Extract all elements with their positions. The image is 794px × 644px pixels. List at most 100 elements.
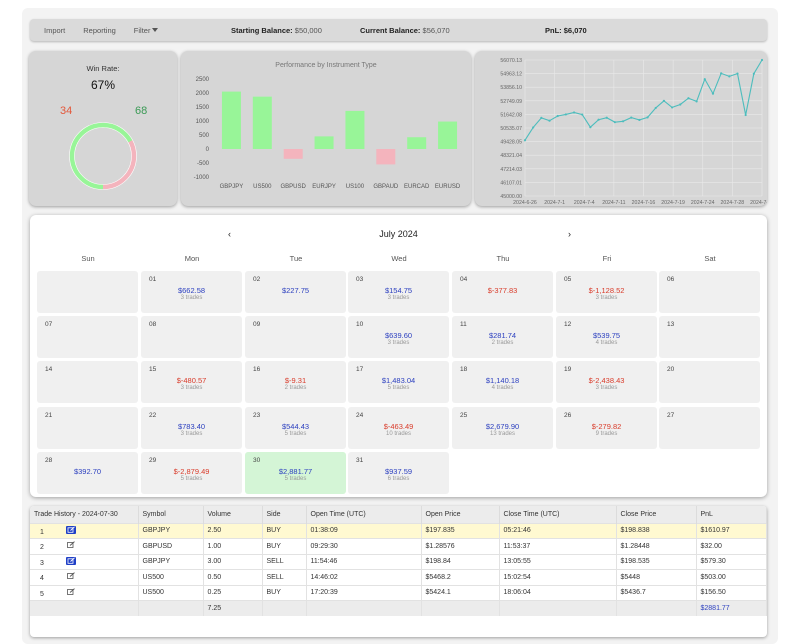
calendar-day-07[interactable]: 07 bbox=[37, 316, 138, 358]
edit-icon[interactable] bbox=[66, 541, 76, 549]
calendar-day-17[interactable]: 17 $1,483.04 5 trades bbox=[348, 361, 449, 403]
x-tick-label: 2024-7-28 bbox=[721, 200, 745, 206]
balance-point[interactable] bbox=[589, 126, 592, 129]
table-row[interactable]: 5 US500 0.25 BUY 17:20:39 $5424.1 18:06:04 $543… bbox=[30, 584, 767, 601]
edit-icon[interactable] bbox=[66, 572, 76, 580]
balance-point[interactable] bbox=[760, 58, 764, 62]
edit-icon[interactable] bbox=[66, 525, 76, 534]
bar-us500[interactable] bbox=[252, 96, 272, 149]
balance-point[interactable] bbox=[630, 116, 633, 119]
balance-point[interactable] bbox=[597, 118, 600, 121]
calendar-day-18[interactable]: 18 $1,140.18 4 trades bbox=[452, 361, 553, 403]
calendar-day-02[interactable]: 02 $227.75 bbox=[245, 271, 346, 313]
calendar-day-22[interactable]: 22 $783.40 3 trades bbox=[141, 407, 242, 449]
day-number: 20 bbox=[667, 366, 675, 373]
balance-point[interactable] bbox=[679, 103, 682, 106]
calendar-day-16[interactable]: 16 $-9.31 2 trades bbox=[245, 361, 346, 403]
calendar-day-21[interactable]: 21 bbox=[37, 407, 138, 449]
balance-point[interactable] bbox=[646, 116, 649, 119]
calendar-day-15[interactable]: 15 $-480.57 3 trades bbox=[141, 361, 242, 403]
balance-point[interactable] bbox=[736, 72, 739, 75]
calendar-day-08[interactable]: 08 bbox=[141, 316, 242, 358]
calendar-day-24[interactable]: 24 $-463.49 10 trades bbox=[348, 407, 449, 449]
table-row[interactable]: 2 GBPUSD 1.00 BUY 09:29:30 $1.28576 11:53:37 $1… bbox=[30, 538, 767, 554]
balance-point[interactable] bbox=[532, 126, 535, 129]
calendar-day-12[interactable]: 12 $539.75 4 trades bbox=[556, 316, 657, 358]
cell-pnl: $32.00 bbox=[696, 538, 767, 554]
balance-point[interactable] bbox=[671, 106, 674, 109]
filter-menu[interactable]: Filter bbox=[134, 26, 159, 35]
bar-eurusd[interactable] bbox=[438, 121, 458, 149]
calendar-day-14[interactable]: 14 bbox=[37, 361, 138, 403]
next-month-button[interactable]: › bbox=[568, 229, 571, 239]
loss-count: 34 bbox=[60, 105, 73, 117]
calendar-day-04[interactable]: 04 $-377.83 bbox=[452, 271, 553, 313]
balance-point[interactable] bbox=[695, 100, 698, 103]
calendar-day-19[interactable]: 19 $-2,438.43 3 trades bbox=[556, 361, 657, 403]
balance-point[interactable] bbox=[752, 72, 755, 75]
balance-point[interactable] bbox=[638, 118, 641, 122]
balance-point[interactable] bbox=[711, 92, 715, 95]
table-row[interactable]: 4 US500 0.50 SELL 14:46:02 $5468.2 15:02:54 $54… bbox=[30, 569, 767, 585]
reporting-menu[interactable]: Reporting bbox=[83, 25, 116, 35]
balance-point[interactable] bbox=[548, 119, 551, 122]
col-side: Side bbox=[262, 506, 307, 523]
balance-point[interactable] bbox=[572, 111, 576, 114]
calendar-day-25[interactable]: 25 $2,679.90 13 trades bbox=[452, 407, 553, 449]
table-row[interactable]: 3 GBPJPY 3.00 SELL 11:54:46 $198.84 13:05:55 $1… bbox=[30, 553, 767, 570]
calendar-day-28[interactable]: 28 $392.70 bbox=[37, 452, 138, 494]
calendar-day-09[interactable]: 09 bbox=[245, 316, 346, 358]
row-index: 5 bbox=[40, 590, 44, 598]
cell-open-price: $197.835 bbox=[421, 522, 500, 539]
balance-point[interactable] bbox=[728, 75, 731, 78]
calendar-day-30[interactable]: 30 $2,881.77 5 trades bbox=[245, 452, 346, 494]
current-balance-label: Current Balance: bbox=[360, 25, 421, 35]
prev-month-button[interactable]: ‹ bbox=[228, 229, 231, 239]
balance-point[interactable] bbox=[621, 120, 625, 123]
bar-gbpusd[interactable] bbox=[283, 149, 303, 159]
table-row[interactable]: 1 GBPJPY 2.50 BUY 01:38:09 $197.835 05:21:46 $1… bbox=[30, 522, 767, 539]
bar-us100[interactable] bbox=[345, 110, 365, 149]
calendar-day-31[interactable]: 31 $937.59 6 trades bbox=[348, 452, 449, 494]
calendar-day-29[interactable]: 29 $-2,879.49 5 trades bbox=[141, 452, 242, 494]
calendar-day-01[interactable]: 01 $662.58 3 trades bbox=[141, 271, 242, 313]
balance-point[interactable] bbox=[564, 113, 567, 116]
balance-point[interactable] bbox=[720, 72, 723, 75]
balance-point[interactable] bbox=[613, 121, 616, 124]
calendar-day-10[interactable]: 10 $639.60 3 trades bbox=[348, 316, 449, 358]
calendar-day-26[interactable]: 26 $-279.82 9 trades bbox=[556, 407, 657, 449]
balance-point[interactable] bbox=[654, 106, 657, 110]
day-pnl: $1,483.04 bbox=[381, 376, 416, 385]
bar-gbpaud[interactable] bbox=[376, 149, 396, 165]
cell-close-time: 15:02:54 bbox=[499, 569, 617, 585]
calendar-day-23[interactable]: 23 $544.43 5 trades bbox=[245, 407, 346, 449]
edit-icon[interactable] bbox=[66, 588, 76, 596]
balance-point[interactable] bbox=[687, 97, 690, 100]
balance-point[interactable] bbox=[703, 78, 706, 81]
bar-eurcad[interactable] bbox=[407, 137, 427, 149]
balance-point[interactable] bbox=[540, 116, 543, 119]
calendar-day-20[interactable]: 20 bbox=[659, 361, 760, 403]
balance-point[interactable] bbox=[581, 113, 584, 116]
edit-icon[interactable] bbox=[66, 556, 76, 565]
y-tick-label: -1000 bbox=[194, 175, 210, 181]
cell-pnl: $579.30 bbox=[696, 553, 767, 570]
day-pnl: $281.74 bbox=[488, 331, 517, 340]
balance-point[interactable] bbox=[556, 114, 559, 118]
calendar-day-11[interactable]: 11 $281.74 2 trades bbox=[452, 316, 553, 358]
calendar-day-05[interactable]: 05 $-1,128.52 3 trades bbox=[556, 271, 657, 313]
pnl-value: $6,070 bbox=[563, 25, 587, 35]
footer-empty bbox=[30, 600, 139, 616]
calendar-day-06[interactable]: 06 bbox=[659, 271, 760, 313]
bar-eurjpy[interactable] bbox=[314, 136, 334, 149]
calendar-day-03[interactable]: 03 $154.75 3 trades bbox=[348, 271, 449, 313]
balance-point[interactable] bbox=[744, 113, 747, 117]
import-menu[interactable]: Import bbox=[44, 25, 66, 35]
calendar-day-13[interactable]: 13 bbox=[659, 316, 760, 358]
balance-point[interactable] bbox=[662, 99, 666, 102]
cell-volume: 0.25 bbox=[203, 584, 263, 601]
calendar-day-27[interactable]: 27 bbox=[659, 407, 760, 449]
balance-point[interactable] bbox=[523, 139, 527, 142]
balance-point[interactable] bbox=[605, 116, 608, 119]
bar-gbpjpy[interactable] bbox=[221, 91, 241, 149]
